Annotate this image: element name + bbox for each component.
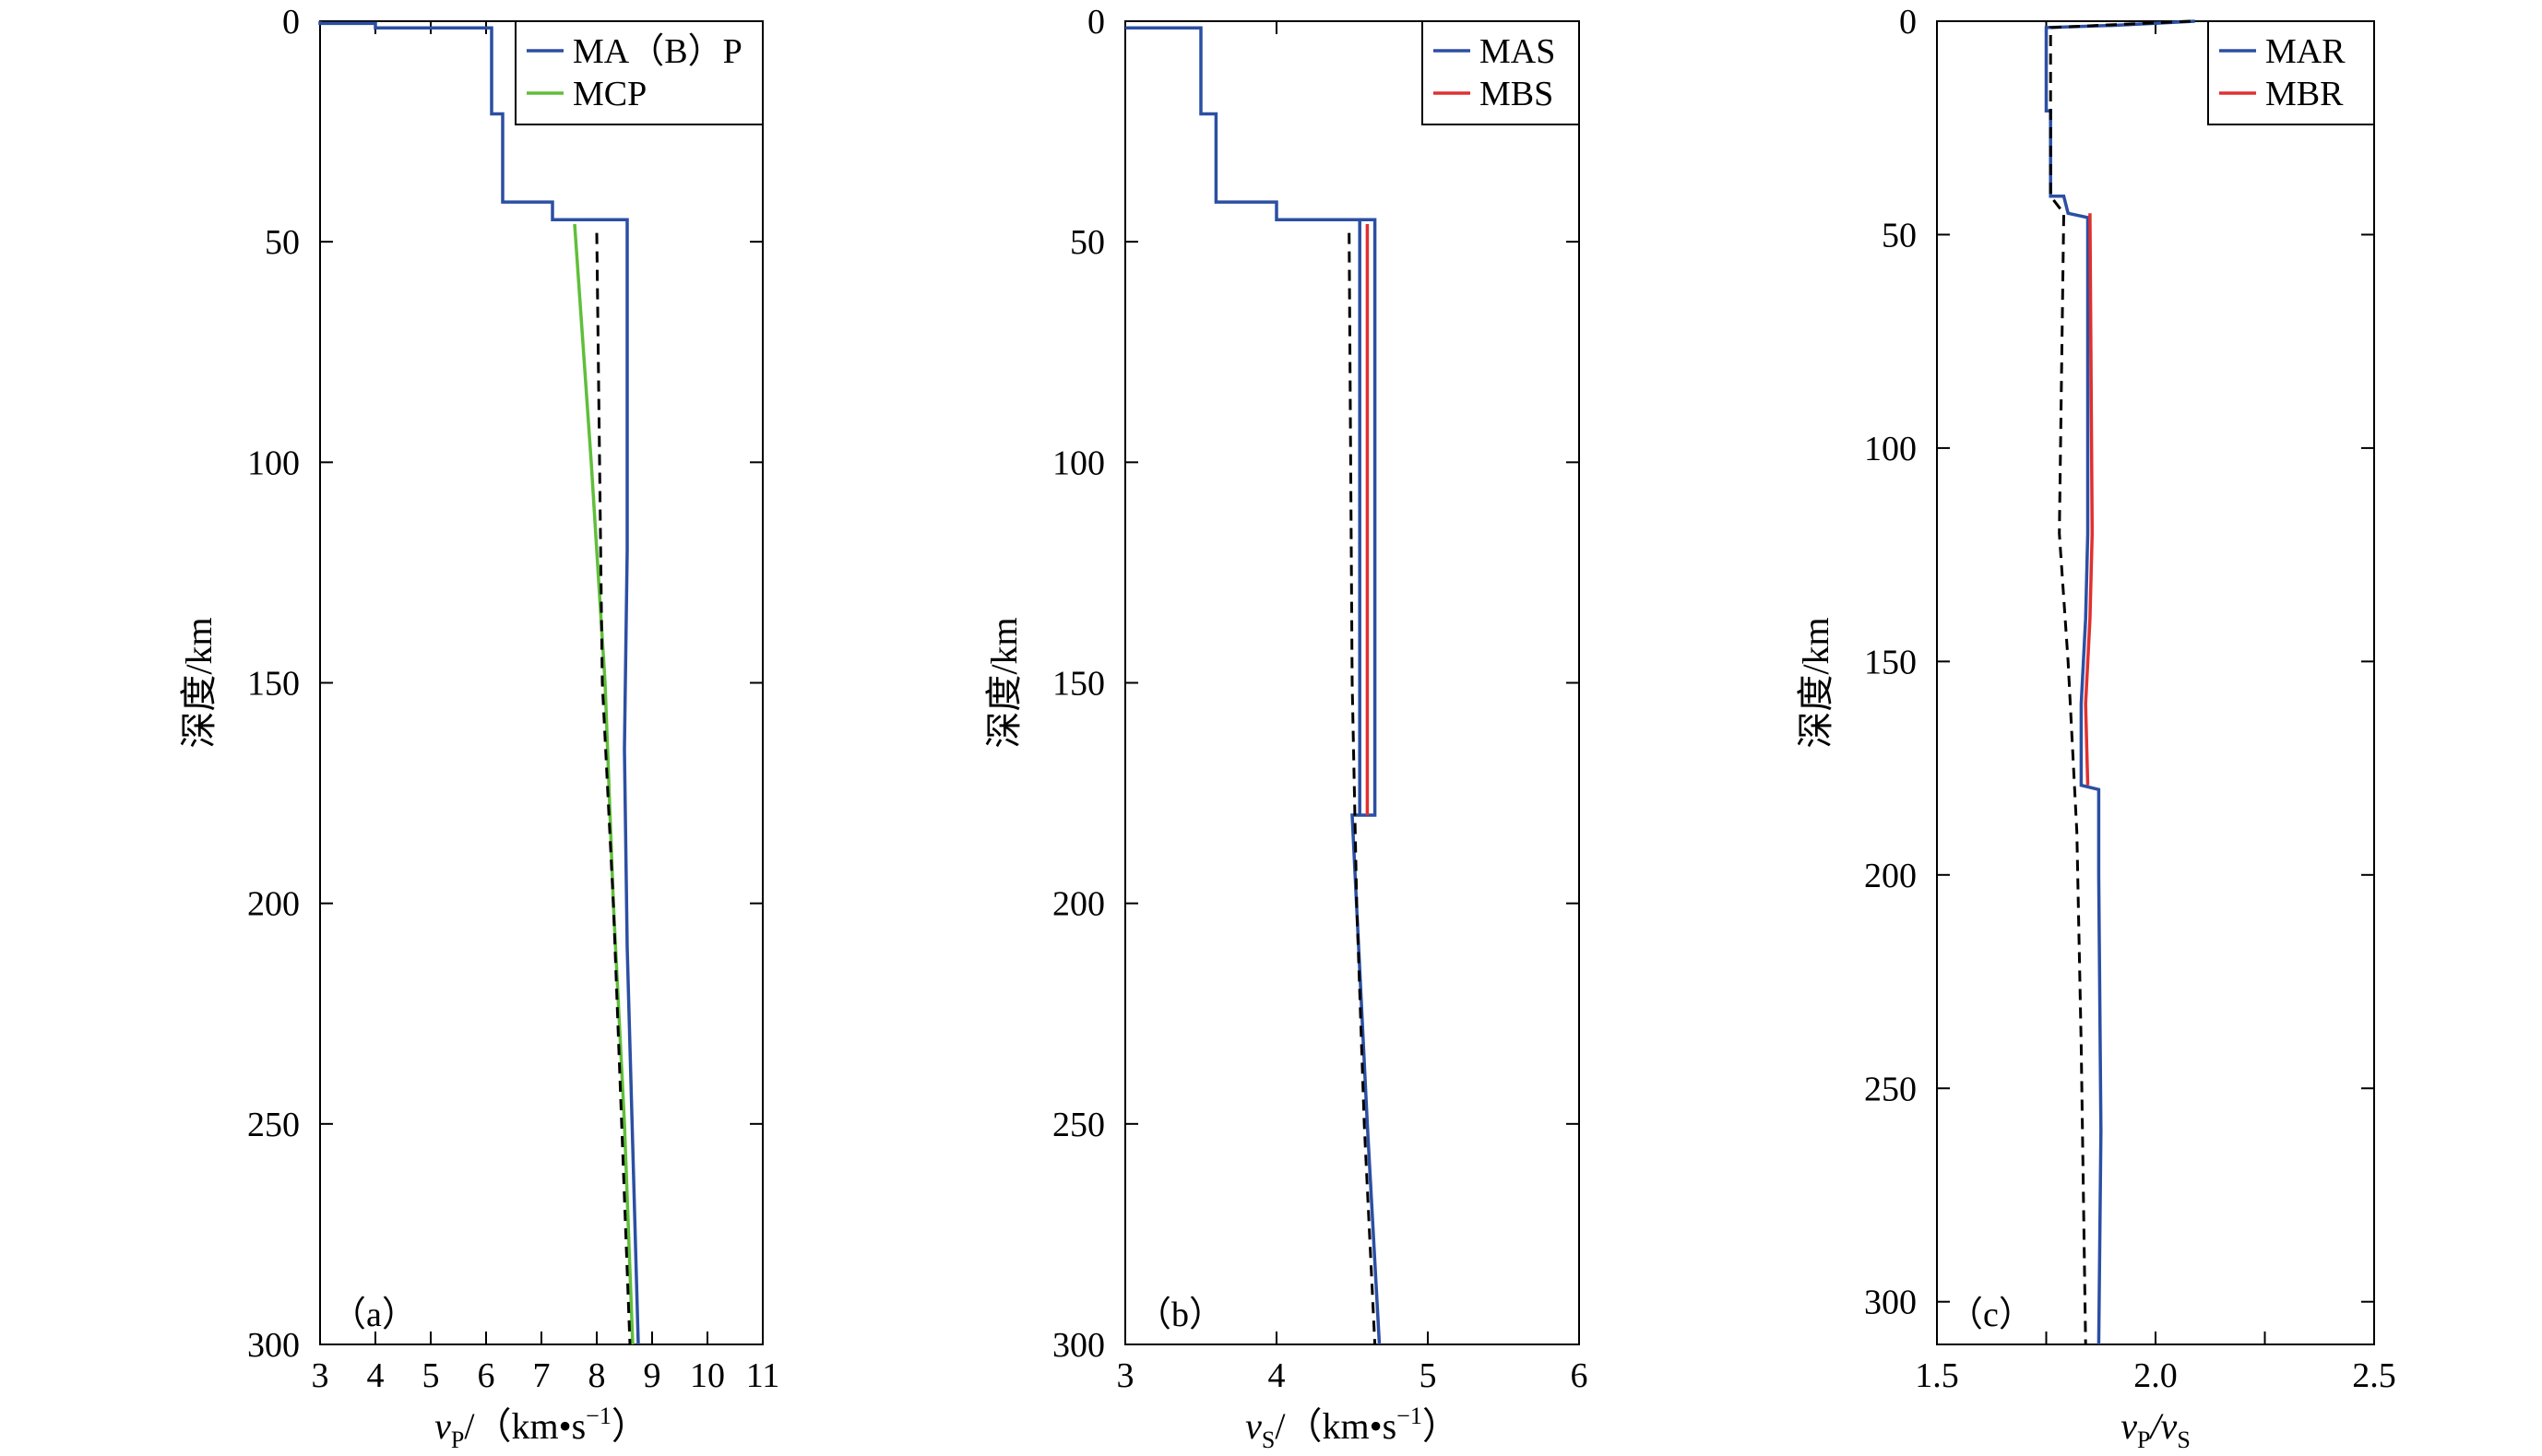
x-axis-label-part: v	[2120, 1405, 2137, 1447]
x-tick-label: 5	[1419, 1356, 1437, 1395]
legend-box	[1421, 20, 1580, 125]
x-tick-label: 9	[644, 1356, 661, 1395]
legend: MAR MBR	[2207, 20, 2375, 125]
y-tick-label: 50	[1882, 216, 1917, 255]
y-tick-label: 250	[1052, 1106, 1105, 1144]
y-tick-label: 200	[247, 885, 300, 924]
x-axis-label-part: ）	[1422, 1405, 1459, 1447]
x-axis-label: vP/vS	[2120, 1405, 2191, 1453]
x-axis-label-part: /v	[2148, 1405, 2177, 1447]
x-tick-label: 4	[1268, 1356, 1286, 1395]
y-axis-label: 深度/km	[983, 617, 1025, 748]
y-tick-label: 300	[247, 1326, 300, 1365]
x-axis-label: vP/（km•s−1）	[434, 1403, 648, 1453]
y-tick-label: 150	[1864, 643, 1917, 681]
x-tick-label: 2.5	[2352, 1356, 2396, 1395]
x-axis-label-part: S	[2177, 1426, 2190, 1453]
x-tick-label: 1.5	[1915, 1356, 1959, 1395]
chart-panel-b: 3 4 5 6 0 50 100 150 200 250 300 MAS MBS （b） 深度/km vS/（…	[983, 3, 1588, 1453]
panel-label: （b）	[1136, 1296, 1224, 1334]
axes-frame	[319, 20, 764, 1345]
y-tick-label: 100	[247, 444, 300, 482]
x-tick-label: 10	[690, 1356, 725, 1395]
x-tick-label: 3	[312, 1356, 329, 1395]
y-axis-label: 深度/km	[178, 617, 220, 748]
x-tick-label: 11	[746, 1356, 780, 1395]
y-tick-label: 250	[247, 1106, 300, 1144]
x-axis-label-part: P	[451, 1426, 464, 1453]
x-axis-label-part: S	[1262, 1426, 1275, 1453]
reference-dashed-line	[2049, 19, 2191, 1345]
x-axis-label-part: P	[2137, 1426, 2150, 1453]
chart-panel-a: 3 4 5 6 7 8 9 10 11 0 50 100 150 200 250 300 MA（B）P MCP （a…	[178, 3, 779, 1453]
x-axis-label-part: −1	[1396, 1403, 1422, 1429]
legend: MA（B）P MCP	[515, 20, 764, 125]
legend-entry: MBS	[1479, 75, 1553, 113]
y-tick-label: 100	[1052, 444, 1105, 482]
y-tick-label: 150	[247, 665, 300, 704]
series-line-mabp	[318, 21, 640, 1345]
y-tick-label: 300	[1864, 1284, 1917, 1322]
reference-dashed-line	[595, 232, 632, 1345]
series-line-mbr	[2084, 213, 2095, 786]
reference-dashed-line	[1348, 232, 1377, 1345]
legend: MAS MBS	[1421, 20, 1580, 125]
panel-label: （c）	[1948, 1296, 2034, 1334]
x-axis-label-part: ）	[612, 1405, 648, 1447]
y-tick-label: 300	[1052, 1326, 1105, 1365]
x-axis-label-part: /（km•s	[464, 1405, 586, 1447]
y-tick-label: 0	[1899, 3, 1917, 41]
legend-box	[515, 20, 764, 125]
y-tick-label: 100	[1864, 430, 1917, 468]
legend-entry: MA（B）P	[573, 32, 742, 71]
y-tick-label: 250	[1864, 1070, 1917, 1108]
x-tick-label: 4	[367, 1356, 385, 1395]
y-tick-label: 150	[1052, 665, 1105, 704]
x-tick-label: 6	[1571, 1356, 1588, 1395]
y-axis-label: 深度/km	[1795, 617, 1836, 748]
y-tick-label: 0	[1087, 3, 1105, 41]
legend-entry: MBR	[2265, 75, 2344, 113]
y-tick-label: 200	[1052, 885, 1105, 924]
x-tick-label: 7	[533, 1356, 551, 1395]
x-tick-label: 6	[478, 1356, 495, 1395]
x-tick-label: 8	[588, 1356, 606, 1395]
legend-entry: MAS	[1479, 32, 1555, 71]
y-tick-label: 50	[1070, 223, 1105, 262]
y-tick-label: 200	[1864, 857, 1917, 895]
series-line-mas	[1125, 26, 1382, 1345]
legend-entry: MCP	[573, 75, 647, 113]
x-tick-label: 5	[422, 1356, 440, 1395]
y-tick-label: 0	[282, 3, 300, 41]
x-tick-label: 2.0	[2133, 1356, 2178, 1395]
axes-frame	[1936, 20, 2375, 1345]
legend-entry: MAR	[2265, 32, 2346, 71]
x-axis-label-part: v	[1245, 1405, 1262, 1447]
x-axis-label-part: −1	[586, 1403, 612, 1429]
panel-label: （a）	[331, 1296, 417, 1334]
x-axis-label-part: /（km•s	[1275, 1405, 1396, 1447]
x-axis-label: vS/（km•s−1）	[1245, 1403, 1459, 1453]
x-tick-label: 3	[1117, 1356, 1134, 1395]
x-axis-label-part: v	[434, 1405, 451, 1447]
chart-panel-c: 1.5 2.0 2.5 0 50 100 150 200 250 300 MAR MBR （c） 深度/k…	[1795, 3, 2396, 1453]
legend-box	[2207, 20, 2375, 125]
y-tick-label: 50	[265, 223, 300, 262]
